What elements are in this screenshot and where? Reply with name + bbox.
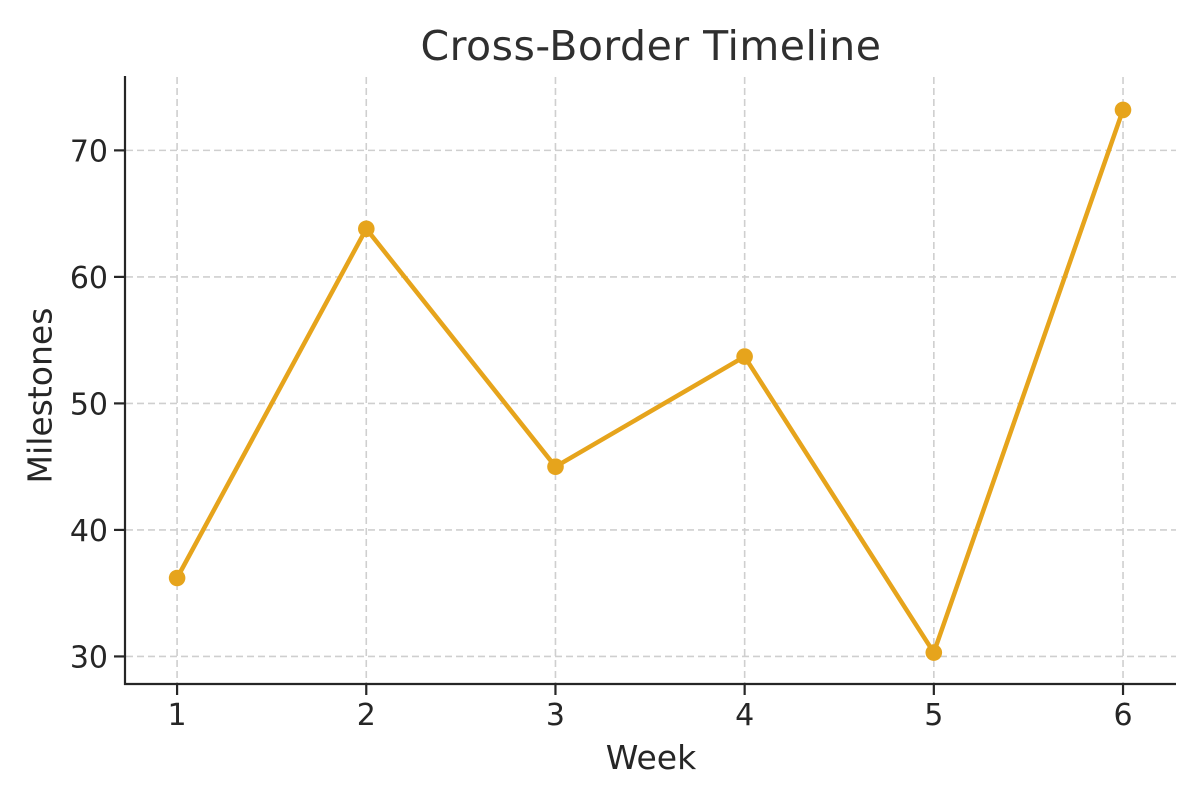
data-point-week-5 <box>925 644 943 661</box>
x-axis-label: Week <box>605 738 697 777</box>
data-point-week-2 <box>358 220 375 238</box>
data-point-week-6 <box>1114 101 1132 119</box>
x-tick-label: 2 <box>357 698 376 733</box>
y-tick-label: 60 <box>70 261 108 296</box>
x-tick-label: 5 <box>924 698 943 733</box>
x-tick-label: 6 <box>1113 698 1132 733</box>
y-tick-label: 50 <box>70 387 108 422</box>
data-point-week-4 <box>736 348 753 365</box>
chart-title: Cross-Border Timeline <box>420 22 882 70</box>
x-tick-label: 1 <box>168 698 187 733</box>
data-point-week-3 <box>547 458 564 476</box>
y-tick-label: 30 <box>70 640 108 675</box>
data-point-week-1 <box>168 569 186 587</box>
y-tick-label: 40 <box>70 514 108 549</box>
y-tick-label: 70 <box>70 134 108 169</box>
y-axis-label: Milestones <box>20 307 60 484</box>
data-line <box>174 107 1126 655</box>
x-tick-label: 4 <box>735 698 754 733</box>
x-tick-label: 3 <box>546 698 565 733</box>
